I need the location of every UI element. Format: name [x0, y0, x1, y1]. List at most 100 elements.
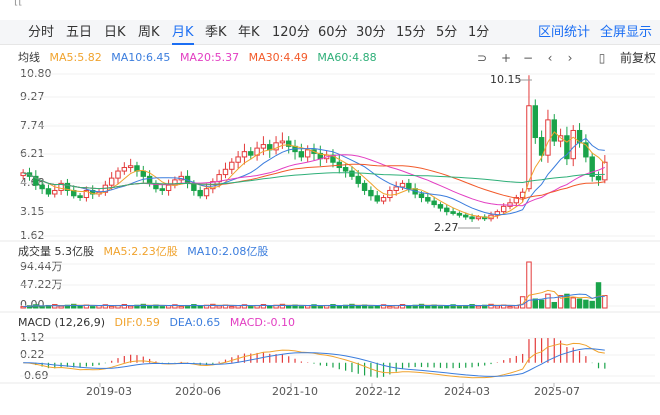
candle-body [165, 184, 172, 191]
candle-body [108, 177, 115, 186]
candle-body [285, 140, 292, 147]
volume-bar [39, 305, 45, 309]
tab-zhouk[interactable]: 周K [138, 25, 160, 40]
candle-body [140, 170, 147, 177]
volume-bar [317, 305, 324, 309]
volume-bar [304, 305, 311, 309]
adjust-button[interactable]: 前复权 [620, 51, 657, 65]
tab-yuek[interactable]: 月K [172, 25, 194, 45]
volume-bar [298, 306, 305, 309]
candle-body [146, 175, 153, 184]
candle-body [33, 175, 39, 186]
volume-bar [311, 304, 317, 309]
tab-jik[interactable]: 季K [205, 25, 227, 40]
volume-bar [96, 305, 102, 309]
pan-left-icon[interactable]: ‹ [547, 51, 553, 65]
ma30-value: MA30:4.49 [248, 51, 308, 64]
candle-body [399, 182, 406, 188]
candle-body [222, 168, 229, 176]
volume-bar [355, 305, 361, 309]
volume-bar [545, 293, 551, 309]
tab-fenshi[interactable]: 分时 [28, 25, 55, 40]
candle-body [526, 105, 532, 190]
ma5-value: MA5:5.82 [49, 51, 102, 64]
volume-bar [146, 305, 153, 309]
candle-body [368, 189, 374, 197]
tab-wuri[interactable]: 五日 [66, 25, 93, 40]
volume-bar [576, 298, 583, 309]
tab-120min[interactable]: 120分 [272, 25, 310, 40]
macd-series [23, 338, 606, 379]
macd-value: MACD:-0.10 [229, 316, 296, 329]
tab-1min[interactable]: 1分 [468, 25, 490, 40]
ma20-value: MA20:5.37 [179, 51, 240, 64]
candle-body [361, 182, 368, 191]
low-annotation: 2.27 [434, 221, 459, 234]
candle-body [304, 149, 311, 158]
period-tabs: 分时 五日 日K 周K 月K 季K 年K 120分 60分 30分 15分 5分… [0, 20, 660, 45]
macd-legend-label: MACD (12,26,9) [18, 316, 106, 329]
tab-30min[interactable]: 30分 [356, 25, 386, 40]
volume-bar [241, 304, 248, 309]
tab-rik[interactable]: 日K [104, 25, 126, 40]
candle-icon[interactable]: ▯ [598, 51, 606, 65]
zoom-out-icon[interactable]: − [522, 51, 534, 65]
candle-body [260, 144, 267, 149]
volume-bar [20, 306, 26, 309]
volume-bar [210, 303, 216, 309]
tab-5min[interactable]: 5分 [436, 25, 458, 40]
volume-bar [570, 297, 576, 309]
candle-body [576, 129, 583, 144]
candle-body [418, 193, 425, 199]
macd-legend: MACD (12,26,9) DIF:0.59 DEA:0.65 MACD:-0… [18, 316, 301, 329]
volume-bar [279, 303, 286, 309]
volume-bar [488, 303, 494, 309]
volume-bar [140, 303, 147, 309]
volume-bar [564, 293, 570, 309]
candle-body [191, 182, 197, 191]
volume-bar [127, 305, 134, 309]
dea-line [23, 348, 605, 377]
tab-niank[interactable]: 年K [238, 25, 260, 40]
x-tick: 2019-03 [86, 385, 132, 398]
tab-15min[interactable]: 15分 [396, 25, 426, 40]
ma10-line [23, 137, 605, 216]
candle-body [298, 151, 305, 158]
volume-bar [399, 304, 406, 309]
candle-body [425, 197, 431, 202]
undo-icon[interactable]: ⊃ [476, 51, 488, 65]
pan-right-icon[interactable]: › [567, 51, 573, 65]
header-fragment: [[ [14, 0, 23, 7]
volume-bar [583, 299, 589, 309]
volume-bar [235, 305, 241, 309]
high-annotation: 10.15 [490, 73, 522, 86]
ma-legend-label: 均线 [18, 51, 40, 64]
volume-bar [444, 305, 450, 309]
candle-body [241, 151, 248, 158]
candle-body [235, 156, 241, 163]
volume-bar [595, 282, 602, 309]
fullscreen-link[interactable]: 全屏显示 [600, 25, 653, 40]
volume-bar [58, 305, 64, 309]
volume-bar [71, 303, 77, 309]
volume-bar [172, 304, 178, 309]
tab-60min[interactable]: 60分 [318, 25, 348, 40]
volume-bar [229, 306, 235, 309]
volume-bar [178, 305, 184, 309]
candle-body [602, 161, 608, 181]
volume-bar [513, 305, 520, 309]
x-tick: 2024-03 [444, 385, 490, 398]
interval-stats-link[interactable]: 区间统计 [538, 25, 591, 40]
dif-line [23, 342, 605, 379]
dea-value: DEA:0.65 [169, 316, 221, 329]
candle-body [52, 189, 58, 195]
candle-body [279, 140, 286, 144]
candle-body [406, 182, 412, 190]
candle-body [393, 186, 399, 191]
volume-bar [551, 301, 557, 309]
volume-bar [425, 305, 431, 309]
volume-bar [507, 306, 513, 309]
zoom-in-icon[interactable]: + [500, 51, 512, 65]
candle-body [342, 167, 349, 172]
